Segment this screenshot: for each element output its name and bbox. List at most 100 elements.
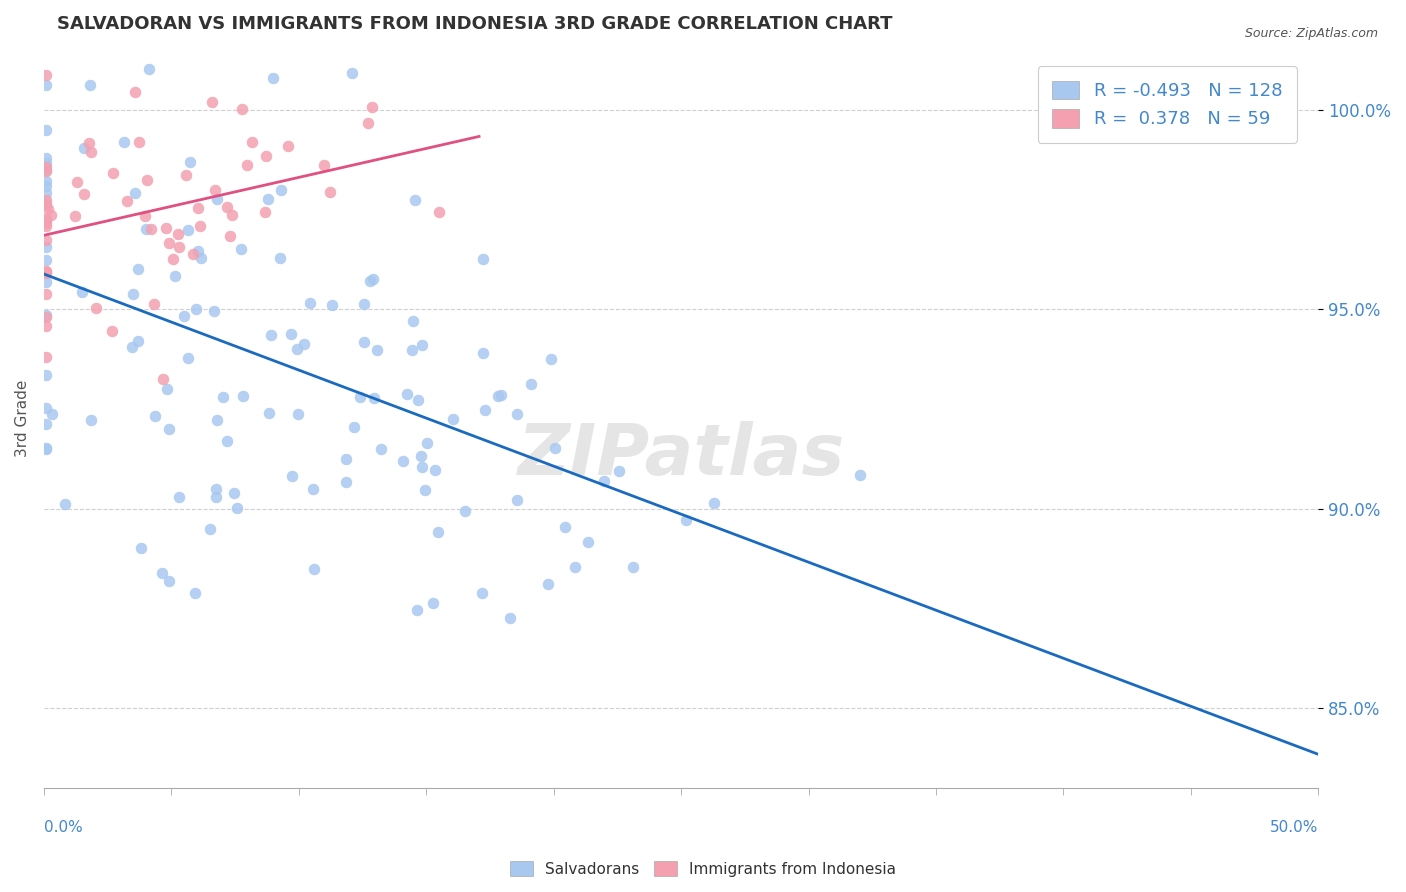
Point bbox=[157, 422, 180, 436]
Point bbox=[253, 205, 276, 219]
Point bbox=[157, 574, 180, 588]
Point bbox=[35, 308, 58, 322]
Point bbox=[488, 389, 510, 403]
Point bbox=[270, 183, 292, 197]
Point bbox=[204, 483, 226, 497]
Point bbox=[361, 271, 384, 285]
Point bbox=[229, 242, 252, 256]
Point bbox=[80, 413, 103, 427]
Point bbox=[392, 454, 415, 468]
Point bbox=[142, 296, 165, 310]
Point bbox=[35, 233, 58, 247]
Point bbox=[35, 78, 58, 92]
Point bbox=[136, 173, 159, 187]
Legend: Salvadorans, Immigrants from Indonesia: Salvadorans, Immigrants from Indonesia bbox=[502, 853, 904, 884]
Point bbox=[184, 302, 207, 317]
Point bbox=[63, 210, 86, 224]
Point bbox=[53, 497, 76, 511]
Point bbox=[231, 102, 253, 116]
Point bbox=[35, 151, 58, 165]
Point bbox=[287, 407, 309, 421]
Point bbox=[167, 227, 190, 241]
Point bbox=[35, 160, 58, 174]
Point bbox=[413, 483, 436, 497]
Point bbox=[35, 239, 58, 253]
Point bbox=[429, 205, 451, 219]
Point bbox=[454, 504, 477, 518]
Point bbox=[409, 449, 432, 463]
Point bbox=[181, 246, 204, 260]
Point bbox=[35, 186, 58, 201]
Point bbox=[472, 345, 495, 359]
Point bbox=[404, 193, 426, 207]
Point bbox=[520, 377, 543, 392]
Point bbox=[402, 314, 425, 328]
Point bbox=[155, 221, 177, 235]
Point bbox=[703, 496, 725, 510]
Point bbox=[184, 586, 207, 600]
Point bbox=[198, 523, 221, 537]
Point bbox=[360, 100, 382, 114]
Point bbox=[204, 182, 226, 196]
Point bbox=[675, 513, 697, 527]
Point bbox=[150, 566, 173, 580]
Point bbox=[353, 296, 375, 310]
Point bbox=[370, 442, 392, 457]
Point bbox=[472, 252, 495, 267]
Point bbox=[35, 265, 58, 279]
Point bbox=[35, 287, 58, 301]
Point bbox=[280, 327, 302, 342]
Point bbox=[112, 135, 135, 149]
Point bbox=[202, 303, 225, 318]
Point bbox=[35, 122, 58, 136]
Point bbox=[299, 296, 322, 310]
Point bbox=[363, 391, 385, 405]
Point bbox=[35, 253, 58, 268]
Point bbox=[423, 462, 446, 476]
Point bbox=[506, 493, 529, 508]
Point bbox=[269, 251, 291, 265]
Point bbox=[138, 62, 160, 76]
Point bbox=[37, 202, 59, 216]
Point bbox=[35, 174, 58, 188]
Point bbox=[35, 441, 58, 455]
Point bbox=[422, 596, 444, 610]
Point bbox=[35, 212, 58, 227]
Point bbox=[129, 541, 152, 555]
Point bbox=[115, 194, 138, 208]
Point bbox=[849, 468, 872, 483]
Point bbox=[66, 176, 89, 190]
Point bbox=[471, 586, 494, 600]
Point bbox=[499, 611, 522, 625]
Point bbox=[35, 211, 58, 226]
Point bbox=[302, 562, 325, 576]
Point bbox=[124, 85, 146, 99]
Point bbox=[281, 468, 304, 483]
Point bbox=[190, 251, 212, 265]
Point bbox=[35, 401, 58, 415]
Text: 50.0%: 50.0% bbox=[1270, 820, 1319, 835]
Point bbox=[564, 559, 586, 574]
Point bbox=[35, 178, 58, 193]
Point bbox=[35, 368, 58, 382]
Point bbox=[159, 236, 181, 251]
Point bbox=[401, 343, 423, 357]
Point bbox=[70, 285, 93, 299]
Point bbox=[77, 136, 100, 150]
Point bbox=[592, 474, 614, 488]
Point bbox=[35, 155, 58, 169]
Point bbox=[215, 200, 238, 214]
Point bbox=[128, 135, 150, 149]
Point bbox=[35, 196, 58, 211]
Point bbox=[623, 560, 645, 574]
Point bbox=[35, 197, 58, 211]
Point bbox=[80, 145, 103, 160]
Point bbox=[356, 116, 378, 130]
Point bbox=[406, 603, 429, 617]
Point bbox=[134, 209, 156, 223]
Point bbox=[73, 186, 96, 201]
Point bbox=[537, 577, 560, 591]
Point bbox=[187, 244, 209, 259]
Point bbox=[162, 252, 184, 266]
Point bbox=[232, 389, 254, 403]
